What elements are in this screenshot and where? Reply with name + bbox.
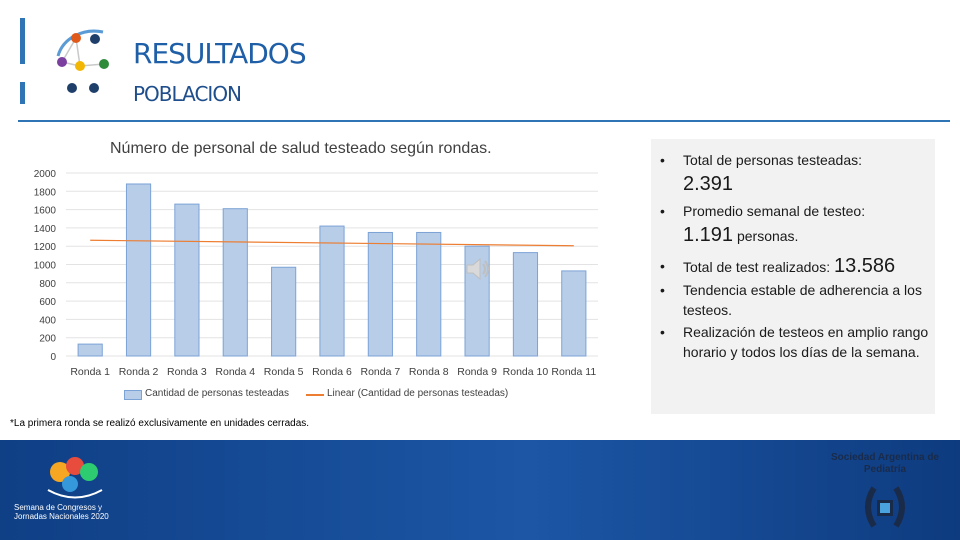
bar [125,183,152,357]
footnote: *La primera ronda se realizó exclusivame… [10,418,310,429]
y-tick-label: 800 [39,279,56,290]
bar-chart: 0 200 400 600 800 1000 1200 1400 1600 1800 2000 Ron… [34,169,598,378]
y-tick-label: 2000 [34,169,57,180]
bar [77,343,103,357]
promedio-value: 1.191 [683,224,734,246]
y-tick-label: 200 [39,334,56,345]
bar [561,270,587,357]
sap-name: Sociedad Argentina de Pediatría [831,452,939,475]
page-title: RESULTADOS [133,37,307,70]
event-logo [47,457,103,499]
bar [416,231,442,357]
molecule-logo [56,29,109,93]
legend-trend-label: Linear (Cantidad de personas testeadas) [327,388,509,399]
total-test-value: 13.586 [833,255,896,277]
page-subtitle: POBLACION [133,82,242,106]
x-tick-label: Ronda 3 [167,366,207,378]
legend-bars-label: Cantidad de personas testeadas [145,388,289,399]
event-name: Semana de Congresos y Jornadas Nacionale… [14,503,109,521]
x-tick-label: Ronda 7 [361,366,401,378]
promedio-label: Promedio semanal de testeo: [683,203,866,219]
bar [367,231,393,357]
header-accent-bar-top [20,18,25,64]
chart-title: Número de personal de salud testeado seg… [110,140,492,157]
x-tick-label: Ronda 2 [119,366,159,378]
x-tick-label: Ronda 1 [70,366,110,378]
header-divider [18,120,950,122]
promedio-line: 1.191 personas. [683,225,798,246]
y-tick-label: 400 [39,315,56,326]
y-tick-label: 1400 [34,224,57,235]
total-test-label: Total de test realizados: [683,259,831,275]
x-tick-label: Ronda 8 [409,366,449,378]
legend-bars-swatch [124,390,142,400]
y-tick-label: 600 [39,297,56,308]
bullet: • [660,152,665,168]
header-accent-bar-bottom [20,82,25,104]
trendline [90,239,574,247]
y-tick-label: 1600 [34,206,57,217]
y-tick-label: 0 [50,352,56,363]
summary-panel [651,139,935,414]
total-personas-value: 2.391 [683,173,734,195]
bullet: • [660,282,665,298]
bullet: • [660,258,665,274]
bullet: • [660,324,665,340]
x-tick-label: Ronda 5 [264,366,304,378]
bar [174,203,200,357]
x-tick-label: Ronda 11 [551,366,596,378]
x-tick-label: Ronda 6 [312,366,352,378]
realizacion-text: Realización de testeos en amplio rango h… [683,324,929,360]
tendencia-text: Tendencia estable de adherencia a los te… [683,282,922,318]
total-personas-label: Total de personas testeadas: [683,152,863,168]
x-tick-label: Ronda 4 [215,366,255,378]
bullet: • [660,203,665,219]
bar [512,252,539,357]
speaker-icon[interactable] [463,254,493,284]
legend-trend-swatch [306,394,324,396]
promedio-unit: personas. [736,228,799,244]
x-tick-label: Ronda 9 [457,366,497,378]
bar [271,266,297,357]
bar [319,225,345,357]
footer-banner [0,440,960,540]
y-tick-label: 1200 [34,242,57,253]
bar [222,208,248,357]
y-tick-label: 1000 [34,261,57,272]
x-tick-label: Ronda 10 [503,366,549,378]
y-tick-label: 1800 [34,187,57,198]
sap-logo [865,486,905,528]
